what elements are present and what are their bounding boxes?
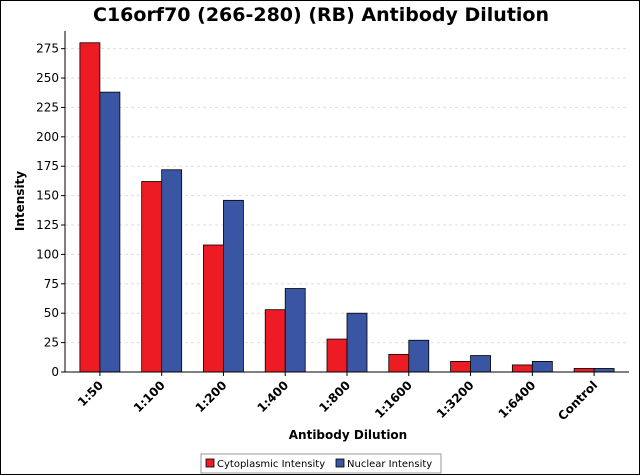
x-tick-label: 1:400 — [254, 378, 291, 415]
x-axis-label: Antibody Dilution — [289, 428, 407, 442]
bar-cytoplasmic-0 — [79, 42, 101, 373]
bar-nuclear-8 — [593, 368, 615, 373]
x-tick-label: 1:1600 — [372, 378, 415, 421]
bar-nuclear-6 — [470, 355, 491, 373]
y-tick-label: 175 — [36, 159, 59, 173]
y-tick-label: 50 — [44, 306, 59, 320]
bar-cytoplasmic-1 — [141, 181, 163, 373]
x-axis-ticks: 1:50 1:100 1:200 1:400 1:800 1:1600 1:3200 1:64… — [75, 372, 600, 423]
y-tick-label: 75 — [44, 277, 59, 291]
legend-swatch-nuclear — [335, 458, 345, 468]
x-tick-label: 1:800 — [316, 378, 353, 415]
x-tick-label: 1:200 — [193, 378, 230, 415]
chart-title: C16orf70 (266-280) (RB) Antibody Dilutio… — [93, 4, 549, 26]
bar-cytoplasmic-6 — [450, 361, 471, 373]
y-tick-label: 225 — [36, 100, 59, 114]
y-tick-label: 200 — [36, 130, 59, 144]
y-axis-label: Intensity — [13, 171, 27, 231]
x-tick-label: 1:50 — [75, 378, 106, 409]
bar-nuclear-3 — [284, 288, 306, 373]
bar-nuclear-4 — [346, 312, 368, 373]
y-axis-ticks: 0 25 50 75 100 125 150 175 200 225 250 275 — [36, 42, 65, 379]
bars — [79, 42, 615, 373]
x-tick-label: 1:100 — [131, 378, 168, 415]
bar-nuclear-0 — [99, 91, 121, 373]
bar-nuclear-5 — [408, 339, 430, 373]
bar-cytoplasmic-4 — [326, 338, 348, 373]
legend-label-cytoplasmic: Cytoplasmic Intensity — [217, 459, 325, 470]
bar-cytoplasmic-3 — [264, 309, 286, 373]
legend: Cytoplasmic Intensity Nuclear Intensity — [200, 453, 442, 474]
legend-box — [200, 453, 442, 474]
bar-nuclear-1 — [161, 169, 183, 373]
y-tick-label: 0 — [51, 365, 59, 379]
x-tick-label: Control — [555, 378, 600, 423]
y-tick-label: 275 — [36, 42, 59, 56]
y-tick-label: 25 — [44, 336, 59, 350]
legend-label-nuclear: Nuclear Intensity — [347, 459, 432, 470]
gridlines — [65, 48, 629, 344]
y-tick-label: 100 — [36, 247, 59, 261]
y-tick-label: 125 — [36, 218, 59, 232]
bar-cytoplasmic-7 — [511, 364, 533, 373]
legend-swatch-cytoplasmic — [205, 458, 215, 468]
bar-nuclear-7 — [531, 361, 553, 373]
x-tick-label: 1:3200 — [434, 378, 477, 421]
x-tick-label: 1:6400 — [496, 378, 539, 421]
y-tick-label: 250 — [36, 71, 59, 85]
bar-nuclear-2 — [223, 199, 244, 373]
bar-cytoplasmic-5 — [388, 353, 410, 373]
bar-cytoplasmic-8 — [573, 368, 595, 373]
bar-cytoplasmic-2 — [203, 244, 224, 373]
y-tick-label: 150 — [36, 189, 59, 203]
